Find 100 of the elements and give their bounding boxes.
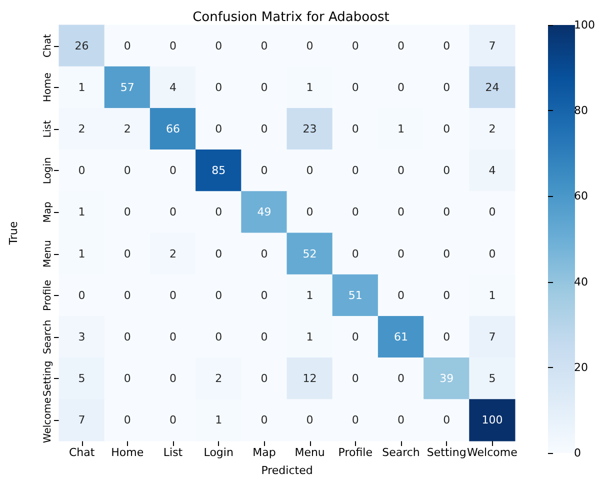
data-label: 0 — [488, 247, 496, 260]
y-tick-label: Profile — [42, 280, 54, 311]
data-label: 49 — [257, 206, 272, 219]
data-label: 0 — [124, 288, 131, 302]
data-label: 7 — [488, 330, 496, 344]
data-label: 1 — [306, 330, 314, 344]
data-label: 57 — [120, 80, 134, 94]
data-label: 26 — [74, 39, 89, 52]
data-label: 0 — [352, 414, 359, 427]
data-label: 0 — [352, 372, 359, 386]
data-label: 0 — [124, 330, 131, 344]
data-label: 7 — [78, 414, 86, 427]
data-label: 0 — [443, 39, 450, 52]
data-label: 1 — [78, 247, 86, 260]
y-tick-label: Search — [42, 320, 54, 354]
x-tick-label: Profile — [338, 446, 373, 459]
data-label: 5 — [488, 372, 496, 386]
x-tick-label: Welcome — [467, 446, 518, 459]
data-label: 0 — [124, 414, 131, 427]
data-label: 0 — [215, 122, 222, 136]
data-label: 1 — [78, 80, 86, 94]
y-axis-title: True — [7, 221, 20, 246]
data-label: 0 — [215, 247, 222, 260]
y-tick-label: Map — [42, 202, 54, 223]
data-label: 0 — [260, 372, 268, 386]
x-tick-label: Setting — [426, 446, 466, 459]
data-label: 0 — [398, 414, 404, 427]
data-label: 1 — [306, 80, 314, 94]
data-label: 0 — [215, 80, 222, 94]
data-label: 0 — [398, 206, 404, 219]
data-label: 0 — [215, 288, 222, 302]
data-label: 0 — [443, 80, 450, 94]
data-label: 0 — [260, 39, 268, 52]
data-label: 85 — [212, 164, 226, 178]
data-label: 0 — [352, 247, 359, 260]
data-label: 0 — [398, 288, 404, 302]
y-tick-label: Chat — [42, 34, 54, 58]
data-label: 0 — [443, 164, 450, 178]
x-tick-label: Chat — [68, 446, 96, 459]
data-label: 4 — [170, 80, 176, 94]
data-label: 51 — [348, 288, 362, 302]
data-label: 0 — [352, 80, 359, 94]
data-label: 1 — [215, 414, 222, 427]
x-axis-title: Predicted — [261, 464, 313, 477]
data-label: 0 — [443, 330, 450, 344]
data-label: 0 — [124, 206, 131, 219]
data-label: 0 — [260, 247, 268, 260]
data-label: 0 — [124, 372, 131, 386]
data-label: 2 — [124, 122, 131, 136]
x-tick-label: Home — [111, 446, 144, 459]
data-label: 0 — [398, 372, 404, 386]
data-label: 0 — [443, 288, 450, 302]
data-label: 0 — [398, 39, 404, 52]
data-label: 61 — [394, 330, 408, 344]
data-label: 0 — [215, 330, 222, 344]
data-label: 0 — [124, 39, 131, 52]
data-label: 3 — [78, 330, 86, 344]
data-label: 0 — [260, 122, 268, 136]
x-tick-label: Search — [382, 446, 420, 459]
data-label: 0 — [170, 206, 176, 219]
data-label: 0 — [260, 80, 268, 94]
data-label: 0 — [170, 330, 176, 344]
data-label: 52 — [302, 247, 317, 260]
data-label: 39 — [440, 372, 454, 386]
data-label: 0 — [352, 164, 359, 178]
data-label: 0 — [78, 288, 86, 302]
data-label: 0 — [352, 39, 359, 52]
data-label: 0 — [170, 288, 176, 302]
data-label: 100 — [482, 414, 503, 427]
data-label: 7 — [488, 39, 496, 52]
data-label: 0 — [260, 330, 268, 344]
data-label: 0 — [124, 247, 131, 260]
data-label: 0 — [443, 206, 450, 219]
data-label: 0 — [170, 164, 176, 178]
y-tick-label: Setting — [42, 360, 54, 397]
data-label: 0 — [124, 164, 131, 178]
x-tick-label: Map — [252, 446, 276, 459]
data-label: 4 — [488, 164, 496, 178]
data-label: 1 — [306, 288, 314, 302]
data-label: 0 — [215, 39, 222, 52]
color-bar-label: 0 — [574, 446, 582, 460]
data-label: 0 — [352, 122, 359, 136]
data-label: 0 — [398, 164, 404, 178]
x-tick-label: List — [163, 446, 184, 459]
data-label: 5 — [78, 372, 86, 386]
data-label: 12 — [302, 372, 317, 386]
data-label: 0 — [306, 414, 314, 427]
data-label: 0 — [398, 80, 404, 94]
color-bar-label: 40 — [574, 275, 588, 288]
color-bar-label: 20 — [574, 360, 588, 374]
data-label: 0 — [443, 122, 450, 136]
data-label: 0 — [443, 247, 450, 260]
y-tick-label: Home — [42, 72, 54, 102]
data-label: 1 — [488, 288, 496, 302]
data-label: 0 — [170, 39, 176, 52]
data-label: 0 — [443, 414, 450, 427]
data-label: 0 — [352, 206, 359, 219]
data-label: 24 — [485, 80, 500, 94]
data-label: 23 — [302, 122, 317, 136]
data-label: 66 — [166, 122, 180, 136]
